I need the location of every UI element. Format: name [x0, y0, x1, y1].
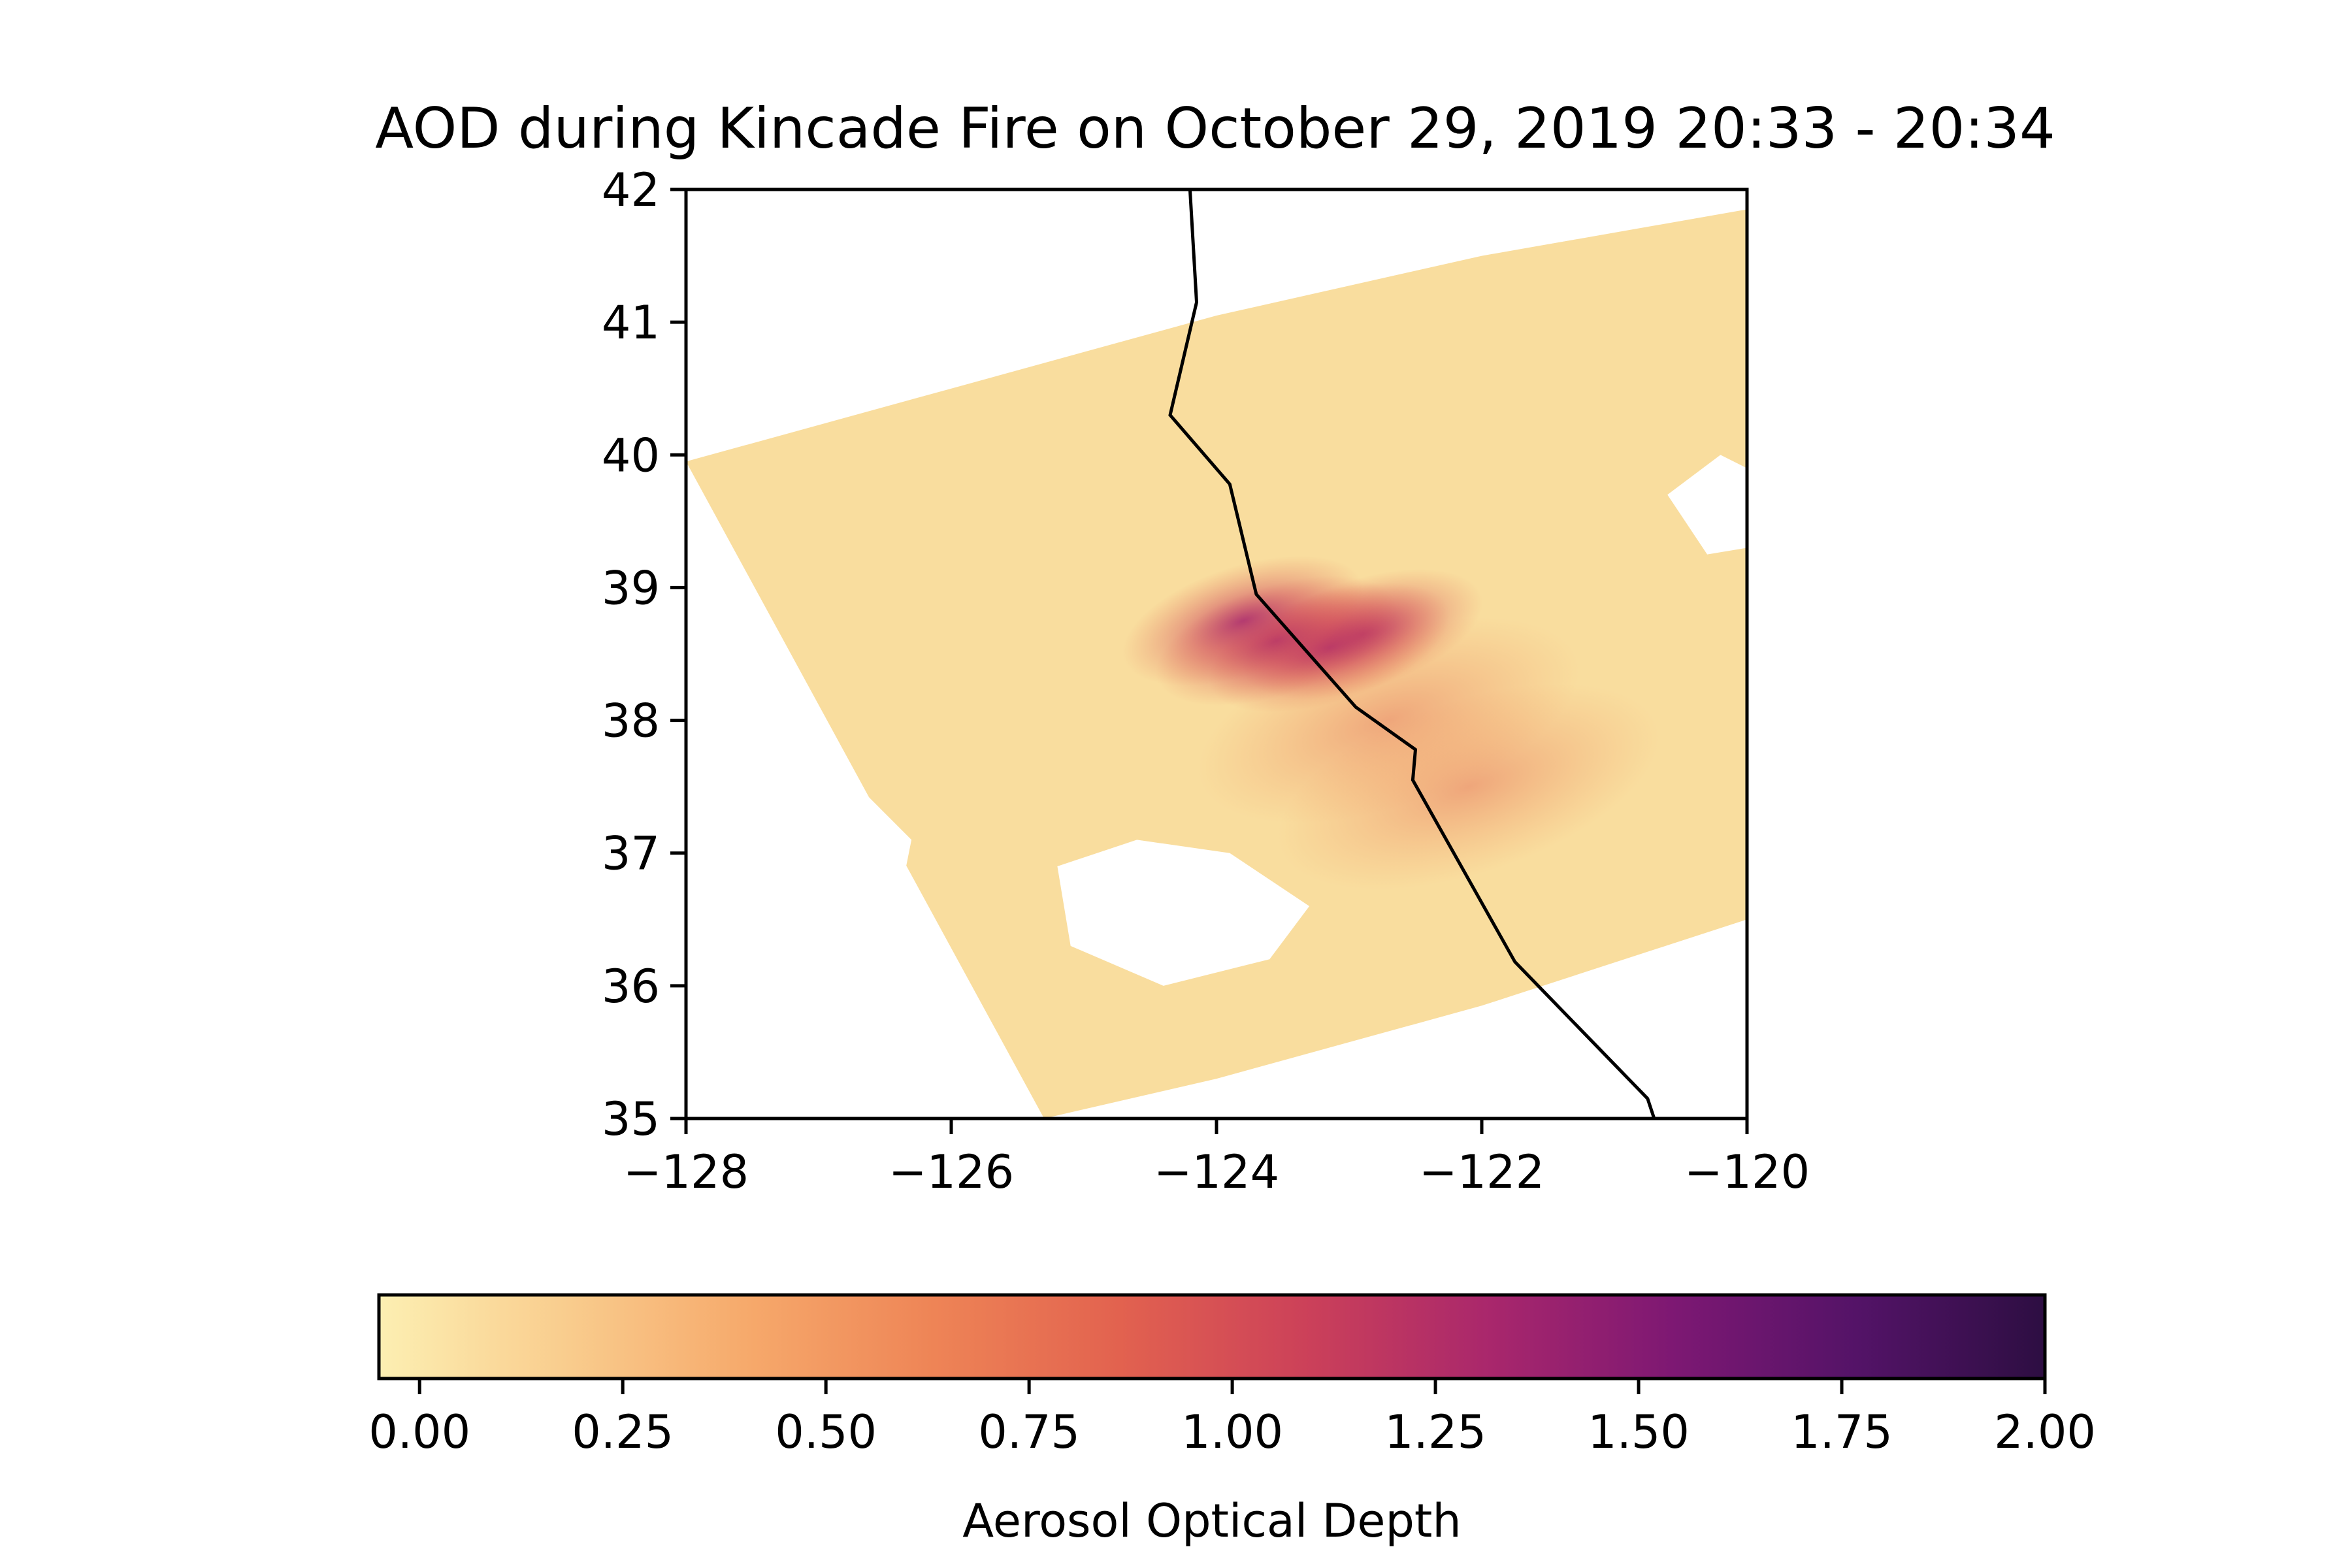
- cloud-gap-northeast: [1667, 455, 1747, 555]
- colorbar-tick-label: 2.00: [1994, 1405, 2096, 1459]
- cloud-gaps: [686, 455, 1747, 986]
- y-tick-label: 35: [602, 1092, 660, 1146]
- smoke-plumes: [1122, 555, 1659, 890]
- x-tick-label: −124: [1154, 1145, 1279, 1199]
- y-tick-label: 39: [602, 561, 660, 615]
- colorbar-gradient: [377, 1293, 2047, 1380]
- colorbar: 0.00 0.25 0.50 0.75 1.00 1.25 1.50 1.75 2.00 Aer…: [368, 1293, 2096, 1548]
- y-tick-label: 41: [602, 296, 660, 350]
- colorbar-tick-label: 1.00: [1181, 1405, 1283, 1459]
- x-axis: −128 −126 −124 −122 −120: [623, 1119, 1810, 1199]
- colorbar-tick-label: 0.25: [572, 1405, 674, 1459]
- delta-haze: [1198, 617, 1580, 824]
- y-tick-label: 38: [602, 694, 660, 748]
- colorbar-tick-label: 1.25: [1384, 1405, 1486, 1459]
- y-tick-label: 40: [602, 429, 660, 482]
- x-tick-label: −126: [889, 1145, 1014, 1199]
- x-tick-label: −122: [1419, 1145, 1544, 1199]
- colorbar-tick-label: 0.00: [368, 1405, 470, 1459]
- y-tick-label: 37: [602, 827, 660, 881]
- chart-title: AOD during Kincade Fire on October 29, 2…: [375, 96, 2055, 161]
- state-boundary-line: [1168, 189, 1656, 1119]
- map-axes: −128 −126 −124 −122 −120 35 36 37 38 39 40 41 42: [602, 163, 1810, 1199]
- y-tick-label: 36: [602, 960, 660, 1013]
- y-axis: 35 36 37 38 39 40 41 42: [602, 163, 686, 1146]
- y-tick-label: 42: [602, 163, 660, 217]
- cloud-gap-south: [1057, 840, 1310, 986]
- colorbar-tick-label: 1.75: [1791, 1405, 1893, 1459]
- cloud-gap-west: [686, 747, 912, 939]
- x-tick-label: −128: [623, 1145, 749, 1199]
- colorbar-label: Aerosol Optical Depth: [962, 1494, 1462, 1548]
- plume-west: [1122, 555, 1364, 686]
- x-tick-label: −120: [1684, 1145, 1810, 1199]
- colorbar-ticks: 0.00 0.25 0.50 0.75 1.00 1.25 1.50 1.75 2.00: [368, 1379, 2096, 1459]
- colorbar-tick-label: 0.50: [775, 1405, 877, 1459]
- colorbar-tick-label: 1.50: [1588, 1405, 1690, 1459]
- colorbar-tick-label: 0.75: [978, 1405, 1080, 1459]
